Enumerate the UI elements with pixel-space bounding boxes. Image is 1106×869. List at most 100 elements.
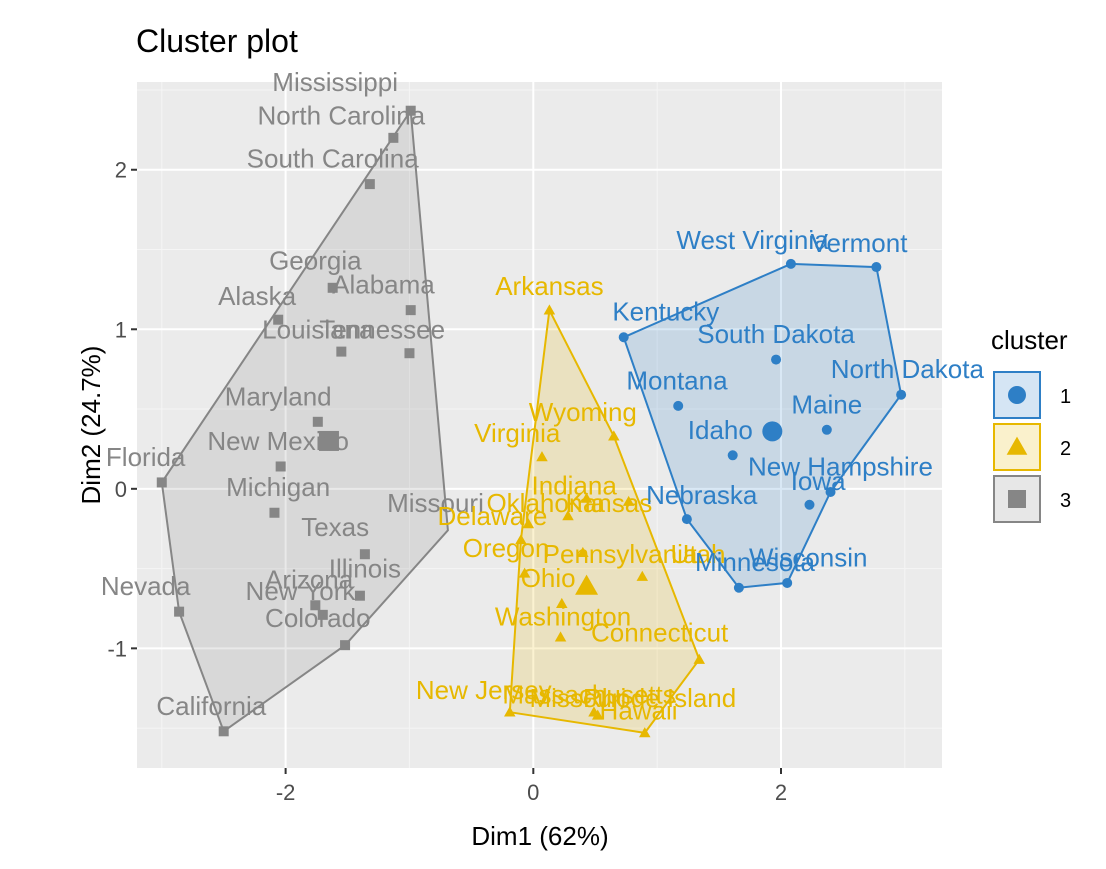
label-ohio: Ohio [521, 563, 576, 593]
point-arizona [310, 600, 321, 611]
legend: cluster 1 2 3 [991, 325, 1071, 523]
label-illinois: Illinois [329, 554, 401, 584]
point-alaska [273, 314, 284, 325]
point-georgia [327, 282, 338, 293]
label-rhode-island: Rhode Island [583, 683, 736, 713]
point-hawaii [639, 727, 651, 738]
x-tick-label: -2 [276, 780, 296, 805]
point-nevada [174, 606, 185, 617]
point-nebraska [681, 514, 692, 525]
label-georgia: Georgia [269, 246, 362, 276]
label-idaho: Idaho [688, 415, 753, 445]
point-mississippi [405, 105, 416, 116]
label-arkansas: Arkansas [495, 271, 603, 301]
legend-marker-1 [1008, 386, 1026, 404]
point-pennsylvania [577, 546, 589, 557]
label-nevada: Nevada [101, 571, 191, 601]
point-kentucky [618, 332, 629, 343]
y-axis-title: Dim2 (24.7%) [76, 346, 106, 505]
label-florida: Florida [106, 442, 186, 472]
legend-marker-2 [1006, 436, 1028, 455]
point-maine [821, 424, 832, 435]
y-tick-label: -1 [107, 636, 127, 661]
point-labels: Mississippi North Carolina South Carolina G… [101, 67, 985, 726]
point-delaware [522, 518, 535, 529]
label-nebraska: Nebraska [646, 480, 758, 510]
label-missouri: Missouri [387, 488, 484, 518]
label-indiana: Indiana [532, 471, 618, 501]
point-tennessee [404, 348, 415, 359]
label-connecticut: Connecticut [591, 617, 729, 647]
label-montana: Montana [626, 365, 728, 395]
label-new-jersey: New Jersey [416, 675, 552, 705]
point-north-dakota [896, 389, 907, 400]
label-michigan: Michigan [226, 472, 330, 502]
point-oregon [515, 534, 527, 545]
label-hawaii: Hawaii [600, 696, 678, 726]
label-north-carolina: North Carolina [258, 101, 426, 131]
label-washington: Washington [495, 601, 631, 631]
point-west-virginia [785, 258, 796, 269]
point-indiana [580, 492, 593, 503]
label-arizona: Arizona [265, 565, 354, 595]
point-maryland [312, 416, 323, 427]
point-washington [556, 597, 568, 608]
point-texas [359, 549, 370, 560]
point-utah [636, 570, 649, 581]
x-axis-title: Dim1 (62%) [471, 821, 608, 851]
label-virginia: Virginia [474, 418, 561, 448]
legend-title: cluster [991, 325, 1068, 355]
point-new-york [317, 609, 328, 620]
point-illinois [354, 590, 365, 601]
label-south-dakota: South Dakota [697, 319, 855, 349]
point-florida [156, 477, 167, 488]
label-wyoming: Wyoming [529, 397, 637, 427]
point-minnesota [733, 582, 744, 593]
point-arkansas [543, 304, 556, 315]
label-south-carolina: South Carolina [247, 144, 420, 174]
point-idaho [727, 450, 738, 461]
label-iowa: Iowa [791, 466, 846, 496]
point-michigan [269, 507, 280, 518]
point-ohio [518, 567, 531, 578]
point-rhode-island [693, 653, 706, 664]
point-north-carolina [388, 132, 399, 143]
label-massachusetts: Massachusetts [502, 680, 675, 710]
label-louisiana: Louisiana [262, 314, 374, 344]
point-iowa [804, 499, 815, 510]
legend-label-2: 2 [1060, 438, 1071, 460]
point-missouri [588, 706, 600, 717]
label-west-virginia: West Virginia [676, 225, 829, 255]
label-new-york: New York [246, 576, 357, 606]
label-pennsylvania: Pennsylvania [543, 539, 698, 569]
point-kansas [622, 495, 635, 506]
label-oregon: Oregon [463, 533, 550, 563]
legend-marker-3 [1008, 490, 1026, 508]
label-new-mexico: New Mexico [207, 426, 349, 456]
label-missouri: Missouri [529, 683, 626, 713]
point-alabama [405, 305, 416, 316]
point-virginia [536, 451, 548, 462]
label-utah: Utah [671, 539, 726, 569]
point-south-dakota [771, 354, 782, 365]
cluster-2-centroid [575, 574, 599, 595]
legend-label-3: 3 [1060, 490, 1071, 512]
y-tick-label: 2 [115, 158, 127, 183]
chart-title: Cluster plot [136, 23, 298, 59]
point-wyoming [608, 430, 620, 441]
y-axis: -1 0 1 2 [107, 158, 137, 661]
point-connecticut [554, 631, 567, 642]
label-delaware: Delaware [438, 501, 548, 531]
label-kansas: Kansas [565, 488, 652, 518]
label-tennessee: Tennessee [319, 314, 445, 344]
point-california [218, 726, 229, 737]
point-south-carolina [364, 179, 375, 190]
y-tick-label: 1 [115, 317, 127, 342]
x-axis: -2 0 2 [276, 768, 787, 805]
point-louisiana [336, 346, 347, 357]
label-alaska: Alaska [218, 281, 297, 311]
label-colorado: Colorado [265, 603, 371, 633]
point-wisconsin [782, 577, 793, 588]
point-montana [673, 400, 684, 411]
label-texas: Texas [301, 512, 369, 542]
